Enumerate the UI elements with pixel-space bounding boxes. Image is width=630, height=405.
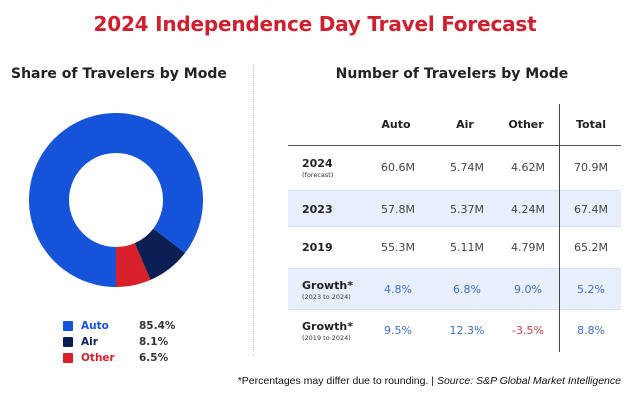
legend-label-other: Other: [81, 352, 115, 364]
footnote: *Percentages may differ due to rounding.…: [238, 375, 621, 387]
donut-legend: Auto 85.4% Air 8.1% Other 6.5%: [63, 318, 175, 366]
page-title: 2024 Independence Day Travel Forecast: [93, 12, 537, 36]
table-cell-other: 4.79M: [511, 240, 545, 254]
table-cell-total: 8.8%: [577, 324, 605, 337]
table-cell-total: 70.9M: [574, 160, 608, 174]
table-cell-other: 9.0%: [514, 283, 542, 296]
row-label: 2019: [302, 241, 333, 254]
legend-value-other: 6.5%: [139, 352, 169, 364]
table-cell-auto: 60.6M: [381, 160, 415, 174]
table-title: Number of Travelers by Mode: [335, 66, 569, 82]
table-cell-auto: 57.8M: [381, 202, 415, 216]
donut-slice-auto: [28, 113, 203, 288]
legend-item-other: Other 6.5%: [63, 350, 175, 366]
header-rule: [288, 145, 621, 146]
legend-swatch-other: [63, 353, 73, 363]
total-column-rule: [559, 104, 560, 352]
table-cell-air: 5.74M: [450, 160, 484, 174]
row-label: Growth* (2019 to 2024): [302, 320, 353, 342]
row-label: Growth* (2023 to 2024): [302, 279, 353, 301]
footnote-source: Source: S&P Global Market Intelligence: [436, 375, 621, 387]
table-row: 2023 57.8M 5.37M 4.24M 67.4M: [288, 190, 621, 227]
table-row: Growth* (2019 to 2024) 9.5% 12.3% -3.5% 8.8%: [288, 310, 621, 352]
legend-value-air: 8.1%: [139, 336, 169, 348]
row-label: 2023: [302, 203, 333, 216]
donut-chart: [28, 113, 203, 288]
row-label-text: 2023: [302, 202, 333, 216]
row-label-text: Growth*: [302, 279, 354, 292]
table-cell-air: 5.11M: [450, 240, 484, 254]
row-label-text: 2019: [302, 240, 333, 254]
donut-slice-air: [134, 228, 186, 280]
column-header-auto: Auto: [381, 118, 411, 131]
row-sublabel: (forecast): [302, 170, 334, 179]
donut-slice-other: [116, 243, 151, 287]
table-cell-total: 65.2M: [574, 240, 608, 254]
row-label-text: Growth*: [302, 320, 354, 333]
row-label: 2024 (forecast): [302, 157, 333, 179]
panel-divider: [253, 64, 254, 356]
table-cell-air: 6.8%: [453, 283, 481, 296]
table-row: 2024 (forecast) 60.6M 5.74M 4.62M 70.9M: [288, 145, 621, 190]
row-label-text: 2024: [302, 156, 333, 170]
donut-chart-title: Share of Travelers by Mode: [11, 66, 227, 82]
legend-swatch-auto: [63, 321, 73, 331]
legend-item-auto: Auto 85.4%: [63, 318, 175, 334]
row-sublabel: (2023 to 2024): [302, 293, 351, 301]
legend-label-air: Air: [81, 336, 98, 348]
column-header-other: Other: [508, 118, 544, 131]
legend-value-auto: 85.4%: [139, 320, 176, 332]
column-header-total: Total: [575, 118, 607, 131]
table-cell-air: 5.37M: [450, 202, 484, 216]
table-cell-auto: 9.5%: [384, 324, 412, 337]
table-row: 2019 55.3M 5.11M 4.79M 65.2M: [288, 227, 621, 268]
table-cell-total: 5.2%: [577, 283, 605, 296]
legend-label-auto: Auto: [81, 320, 109, 332]
table-cell-auto: 55.3M: [381, 240, 415, 254]
table-cell-other: 4.62M: [511, 160, 545, 174]
row-sublabel: (2019 to 2024): [302, 334, 351, 342]
table-cell-auto: 4.8%: [384, 283, 412, 296]
footnote-note: *Percentages may differ due to rounding.…: [237, 375, 437, 387]
table-cell-other: 4.24M: [511, 202, 545, 216]
table-cell-total: 67.4M: [574, 202, 608, 216]
table-cell-other: -3.5%: [512, 324, 544, 337]
column-header-air: Air: [456, 118, 474, 131]
table-row: Growth* (2023 to 2024) 4.8% 6.8% 9.0% 5.2%: [288, 268, 621, 310]
table-cell-air: 12.3%: [449, 324, 485, 337]
legend-swatch-air: [63, 337, 73, 347]
legend-item-air: Air 8.1%: [63, 334, 175, 350]
